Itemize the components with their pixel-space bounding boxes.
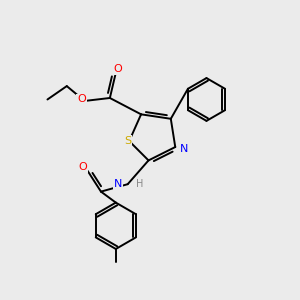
Text: O: O: [113, 64, 122, 74]
Text: N: N: [180, 143, 188, 154]
Text: O: O: [77, 94, 86, 104]
Text: S: S: [124, 136, 131, 146]
Text: O: O: [79, 162, 88, 172]
Text: H: H: [136, 179, 143, 189]
Text: N: N: [114, 179, 122, 189]
